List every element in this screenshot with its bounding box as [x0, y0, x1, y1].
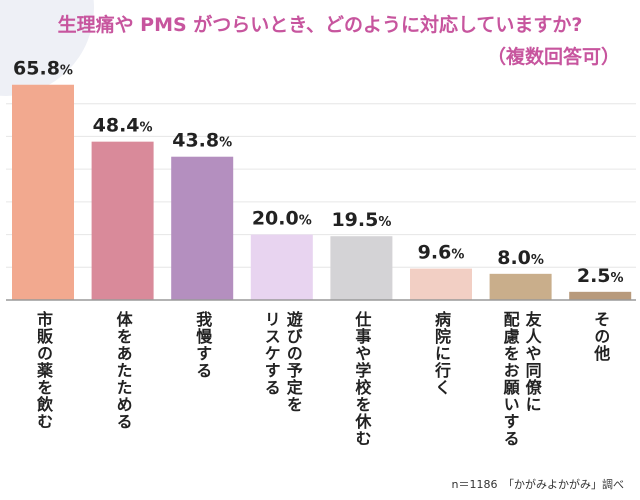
bar	[12, 84, 74, 301]
category-label: その他	[591, 311, 611, 362]
value-label: 48.4%	[93, 115, 153, 137]
chart-subtitle: （複数回答可）	[486, 46, 620, 68]
chart-title: 生理痛や PMS がつらいとき、どのように対応していますか?	[57, 14, 583, 36]
bar	[171, 156, 234, 300]
category-label: 友人や同僚に 配慮をお願いする	[500, 311, 542, 447]
value-label: 9.6%	[418, 242, 465, 264]
category-label: 遊びの予定を リスケする	[261, 311, 303, 413]
bars	[12, 84, 632, 301]
footnote: n＝1186 「かがみよかがみ」調べ	[451, 478, 624, 491]
value-label: 19.5%	[331, 209, 391, 231]
category-label: 我慢する	[193, 311, 213, 379]
category-label: 体をあたためる	[113, 311, 133, 430]
bar	[489, 273, 552, 300]
bar	[410, 268, 472, 300]
value-label: 65.8%	[13, 58, 73, 80]
category-label: 病院に行く	[432, 311, 451, 396]
value-label: 2.5%	[577, 265, 624, 287]
value-label: 8.0%	[497, 247, 544, 269]
bar	[330, 236, 393, 300]
category-label: 仕事や学校を休む	[352, 311, 372, 447]
decorative-circle	[0, 0, 94, 96]
value-labels: 65.8% 48.4% 43.8% 20.0% 19.5% 9.6% 8.0% 2.5%	[13, 58, 624, 287]
value-label: 43.8%	[172, 130, 232, 152]
bar	[250, 234, 313, 300]
value-label: 20.0%	[252, 208, 312, 230]
bar	[569, 291, 632, 300]
bar	[91, 141, 154, 300]
category-label: 市販の薬を飲む	[34, 311, 53, 430]
